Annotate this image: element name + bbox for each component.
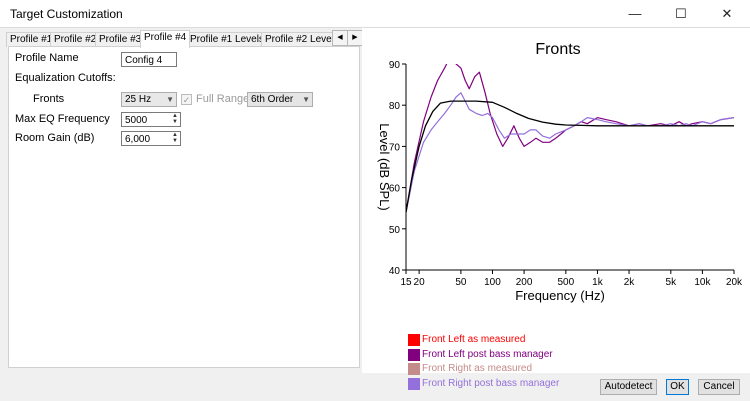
frequency-response-chart: Fronts 40 50 60 70 80 90 15 20 50 100 200 500 1k 2k 5k 1… xyxy=(362,28,750,373)
room-gain-label: Room Gain (dB) xyxy=(15,132,95,144)
ok-button[interactable]: OK xyxy=(666,379,689,395)
room-gain-value: 6,000 xyxy=(125,134,151,145)
equalization-cutoffs-label: Equalization Cutoffs: xyxy=(15,72,116,84)
legend-swatch xyxy=(408,348,420,361)
x-tick-label: 20k xyxy=(726,277,743,288)
chart-background xyxy=(362,28,750,373)
x-tick-label: 5k xyxy=(666,277,678,288)
x-tick-label: 20 xyxy=(414,277,426,288)
autodetect-button[interactable]: Autodetect xyxy=(600,379,657,395)
spin-arrows-icon[interactable]: ▲ ▼ xyxy=(172,113,178,125)
max-eq-frequency-input[interactable]: 5000 ▲ ▼ xyxy=(121,112,181,127)
y-tick-label: 70 xyxy=(389,142,401,153)
tab-profile-2[interactable]: Profile #2 xyxy=(50,32,101,47)
tab-profile-1[interactable]: Profile #1 xyxy=(6,32,57,47)
chart-title: Fronts xyxy=(535,41,580,58)
profile-name-label: Profile Name xyxy=(15,52,79,64)
profile-name-input[interactable]: Config 4 xyxy=(121,52,177,67)
y-axis-label: Level (dB SPL) xyxy=(377,123,392,210)
legend-label: Front Left post bass manager xyxy=(422,348,553,360)
legend-label: Front Right as measured xyxy=(422,363,533,374)
close-icon[interactable]: ✕ xyxy=(721,6,733,21)
y-tick-label: 50 xyxy=(389,225,401,236)
max-eq-frequency-label: Max EQ Frequency xyxy=(15,113,110,125)
y-tick-label: 60 xyxy=(389,184,401,195)
y-tick-label: 80 xyxy=(389,101,401,112)
title-bar: Target Customization — ☐ ✕ xyxy=(0,0,750,27)
x-axis-label: Frequency (Hz) xyxy=(515,288,605,303)
series-line-4 xyxy=(406,100,734,213)
y-tick-label: 90 xyxy=(389,60,401,71)
room-gain-input[interactable]: 6,000 ▲ ▼ xyxy=(121,131,181,146)
x-tick-label: 2k xyxy=(624,277,636,288)
x-tick-label: 1k xyxy=(592,277,604,288)
filter-order-value: 6th Order xyxy=(251,94,294,105)
dialog-client-area: Profile #1 Profile #2 Profile #3 Profile… xyxy=(0,27,750,401)
tab-profile-2-levels[interactable]: Profile #2 Level xyxy=(261,32,338,47)
x-tick-label: 50 xyxy=(455,277,467,288)
x-tick-label: 500 xyxy=(558,277,575,288)
minimize-icon[interactable]: — xyxy=(628,6,642,21)
tab-profile-3[interactable]: Profile #3 xyxy=(95,32,146,47)
fronts-crossover-value: 25 Hz xyxy=(125,94,152,105)
chevron-down-icon: ▼ xyxy=(302,95,310,104)
legend-label: Front Left as measured xyxy=(422,334,526,345)
legend-swatch xyxy=(408,377,420,390)
x-tick-label: 15 xyxy=(400,277,412,288)
full-range-checkbox[interactable]: ✓ xyxy=(181,94,192,105)
legend-swatch xyxy=(408,334,420,346)
cancel-button[interactable]: Cancel xyxy=(698,379,740,395)
y-tick-label: 40 xyxy=(389,266,401,277)
chevron-down-icon: ▼ xyxy=(166,95,174,104)
profile-4-panel: Profile Name Config 4 Equalization Cutof… xyxy=(8,46,360,368)
legend-label: Front Right post bass manager xyxy=(422,377,560,389)
legend-swatch xyxy=(408,363,420,375)
max-eq-frequency-value: 5000 xyxy=(125,115,148,126)
maximize-icon[interactable]: ☐ xyxy=(675,6,687,21)
spin-arrows-icon[interactable]: ▲ ▼ xyxy=(172,132,178,144)
fronts-crossover-select[interactable]: 25 Hz ▼ xyxy=(121,92,177,107)
filter-order-select[interactable]: 6th Order ▼ xyxy=(247,92,313,107)
tab-profile-1-levels[interactable]: Profile #1 Levels xyxy=(186,32,268,47)
x-tick-label: 100 xyxy=(484,277,501,288)
window-title: Target Customization xyxy=(10,7,123,21)
x-tick-label: 200 xyxy=(516,277,533,288)
tab-scroll-left-icon[interactable]: ◀ xyxy=(332,30,348,46)
x-tick-label: 10k xyxy=(694,277,711,288)
fronts-label: Fronts xyxy=(33,93,65,105)
series-line-3 xyxy=(406,92,734,213)
tab-scroll-right-icon[interactable]: ▶ xyxy=(347,30,363,46)
full-range-label: Full Range xyxy=(196,93,250,105)
tab-profile-4[interactable]: Profile #4 xyxy=(140,30,191,48)
